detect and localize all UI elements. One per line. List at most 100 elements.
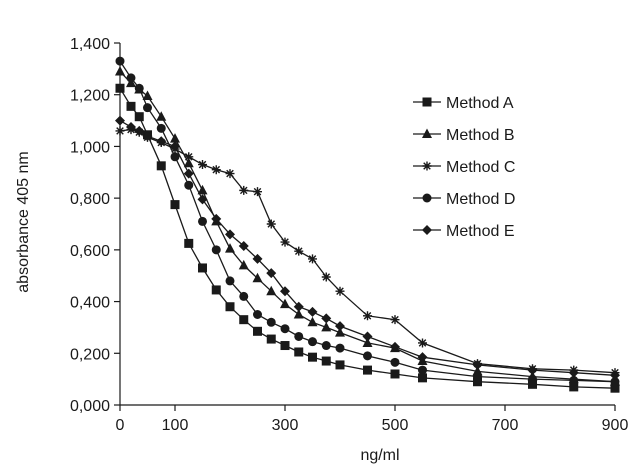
data-point xyxy=(417,352,428,363)
data-point xyxy=(115,83,125,93)
data-point xyxy=(156,136,167,147)
data-point xyxy=(239,315,249,325)
data-point xyxy=(266,219,276,229)
data-point xyxy=(321,272,331,282)
data-point xyxy=(253,326,262,336)
data-point xyxy=(335,360,345,370)
data-point xyxy=(610,383,620,393)
x-axis-title: ng/ml xyxy=(360,447,399,464)
data-point xyxy=(115,126,125,136)
data-point xyxy=(252,253,263,264)
data-point xyxy=(280,298,290,309)
data-point xyxy=(363,365,372,375)
legend-item: Method C xyxy=(413,159,515,176)
data-point xyxy=(183,157,194,168)
data-point xyxy=(335,321,345,332)
data-point xyxy=(472,359,483,370)
data-point xyxy=(390,341,400,352)
data-point xyxy=(527,365,538,376)
y-ticks: 0,000 0,200 0,400 0,600 0,800 1,000 1,200 1,400 xyxy=(70,36,120,415)
data-point xyxy=(569,375,579,385)
x-tick-label: 900 xyxy=(602,417,629,434)
data-point xyxy=(266,285,277,296)
data-point xyxy=(363,311,372,321)
data-point xyxy=(335,286,345,296)
x-tick-label: 0 xyxy=(116,417,125,434)
data-point xyxy=(335,327,345,337)
y-tick-label: 0,400 xyxy=(70,295,110,312)
data-point xyxy=(568,367,579,378)
data-point xyxy=(197,184,208,195)
data-point xyxy=(134,112,144,122)
data-point xyxy=(280,341,290,351)
legend-marker xyxy=(422,97,432,107)
legend-marker xyxy=(422,161,432,171)
data-point xyxy=(225,169,235,179)
data-point xyxy=(418,365,427,375)
data-point xyxy=(266,317,276,327)
data-point xyxy=(610,370,620,381)
data-point xyxy=(198,216,207,226)
data-point xyxy=(280,286,290,297)
y-tick-label: 0,600 xyxy=(70,243,110,260)
legend-item: Method B xyxy=(413,127,514,144)
data-point xyxy=(184,238,194,248)
legend: Method A Method B Method C Method D Method E xyxy=(413,95,515,240)
data-point xyxy=(308,337,317,347)
data-point xyxy=(225,276,235,286)
x-ticks: 0 100 300 500 700 900 xyxy=(116,405,629,434)
data-point xyxy=(307,306,318,317)
series-diamond xyxy=(115,115,620,381)
data-point xyxy=(362,331,373,342)
x-tick-label: 700 xyxy=(492,417,519,434)
data-point xyxy=(211,165,221,175)
data-point xyxy=(115,56,125,66)
data-point xyxy=(418,373,427,383)
x-tick-label: 500 xyxy=(382,417,409,434)
y-tick-label: 0,200 xyxy=(70,346,110,363)
data-point xyxy=(610,377,620,387)
legend-label: Method D xyxy=(446,191,515,208)
data-point xyxy=(294,246,304,256)
y-axis-title: absorbance 405 nm xyxy=(15,151,32,292)
legend-label: Method E xyxy=(446,223,514,240)
legend-label: Method B xyxy=(446,127,514,144)
data-point xyxy=(308,254,317,264)
data-point xyxy=(239,291,249,301)
data-point xyxy=(528,374,537,384)
data-point xyxy=(134,83,144,93)
plot-series xyxy=(115,56,620,393)
data-point xyxy=(126,101,136,111)
legend-item: Method D xyxy=(413,191,515,208)
data-point xyxy=(335,343,345,353)
data-point xyxy=(170,141,180,152)
legend-label: Method C xyxy=(446,159,515,176)
legend-item: Method A xyxy=(413,95,514,112)
axes xyxy=(119,43,615,406)
data-point xyxy=(238,240,249,251)
data-point xyxy=(308,352,317,362)
data-point xyxy=(134,125,145,136)
data-point xyxy=(321,356,331,366)
data-point xyxy=(418,338,427,348)
series-circle xyxy=(115,56,620,387)
data-point xyxy=(294,347,304,357)
data-point xyxy=(211,245,221,255)
data-point xyxy=(321,341,331,351)
data-point xyxy=(266,268,277,279)
legend-marker xyxy=(422,193,432,203)
data-point xyxy=(390,315,400,325)
data-point xyxy=(115,115,125,126)
data-point xyxy=(225,229,235,240)
data-point xyxy=(321,313,332,324)
data-point xyxy=(238,259,249,270)
data-point xyxy=(252,272,263,283)
data-point xyxy=(211,213,222,224)
y-tick-label: 1,400 xyxy=(70,36,110,53)
data-point xyxy=(126,73,136,83)
y-tick-label: 1,000 xyxy=(70,139,110,156)
data-point xyxy=(294,331,304,341)
data-point xyxy=(253,187,262,197)
data-point xyxy=(142,90,153,101)
